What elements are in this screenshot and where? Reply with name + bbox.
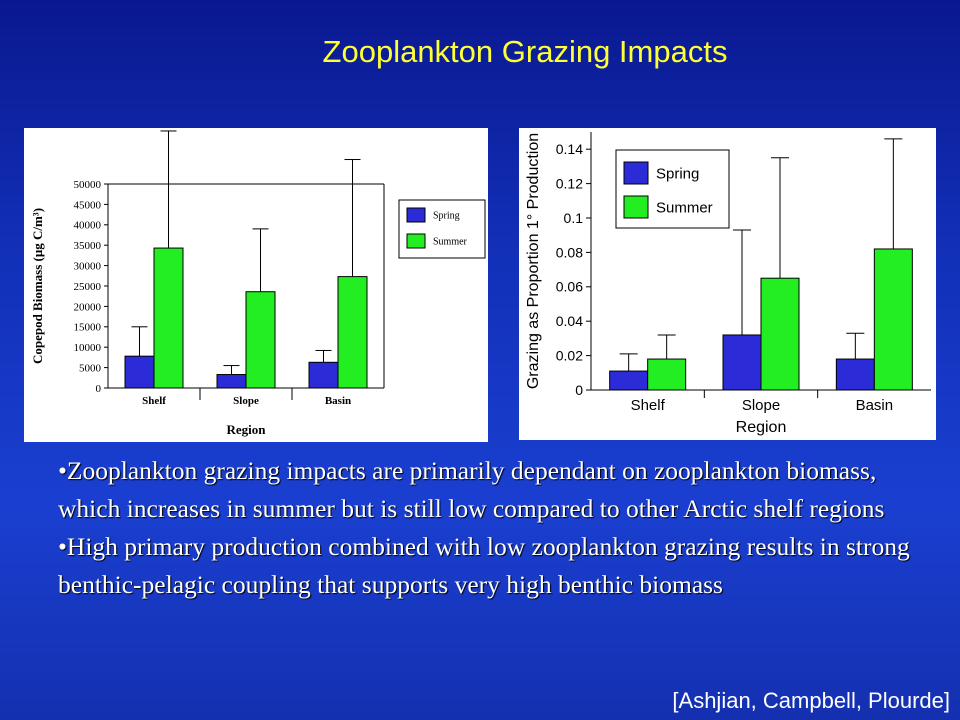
bar-spring [124,355,155,389]
bar-spring [835,358,875,391]
y-tick-label: 35000 [74,240,102,252]
bar-summer [760,277,800,391]
bar-summer [647,358,687,391]
bar-spring [609,370,649,391]
x-tick-label: Shelf [631,397,666,414]
y-axis-label: Copepod Biomass (μg C/m³) [30,208,45,364]
x-tick-label: Basin [325,395,351,407]
y-tick-label: 45000 [74,199,102,211]
y-tick-label: 0.08 [556,244,583,260]
y-tick-label: 0.02 [556,348,583,364]
y-tick-label: 30000 [74,260,102,272]
y-tick-label: 0 [575,382,583,398]
bar-summer [153,247,184,389]
citation: [Ashjian, Campbell, Plourde] [672,688,950,713]
bullet-list: •Zooplankton grazing impacts are primari… [58,452,928,604]
bar-summer [337,276,368,389]
y-tick-label: 0.1 [564,210,584,226]
x-tick-label: Slope [233,395,259,407]
y-axis-label: Grazing as Proportion 1° Production [525,133,542,389]
copepod-biomass-chart-svg: 0 5000 10000 15000 20000 25000 30000 35000 40000… [30,130,486,437]
x-tick-label: Shelf [142,395,166,407]
y-tick-label: 0.12 [556,176,583,192]
y-tick-label: 40000 [74,220,102,232]
y-tick-label: 20000 [74,301,102,313]
legend-swatch-spring [623,161,649,185]
y-tick-label: 0.06 [556,279,583,295]
y-tick-label: 0.04 [556,313,583,329]
bullet-item-2: •High primary production combined with l… [58,532,910,599]
legend-label-spring: Spring [433,211,460,222]
x-tick-label: Slope [742,397,780,414]
y-tick-label: 10000 [74,342,102,354]
y-tick-label: 15000 [74,322,102,334]
x-tick-label: Basin [856,397,894,414]
slide-title: Zooplankton Grazing Impacts [322,34,728,69]
legend-label-summer: Summer [433,237,468,248]
bar-spring [722,334,762,391]
bar-summer [873,248,913,391]
y-tick-label: 0.14 [556,141,583,157]
bar-summer [245,291,276,389]
bar-spring [308,361,339,389]
bullet-item-1: •Zooplankton grazing impacts are primari… [58,456,885,523]
legend-label-summer: Summer [656,200,713,217]
copepod-biomass-chart: 0 5000 10000 15000 20000 25000 30000 35000 40000… [24,128,488,442]
legend-label-spring: Spring [656,166,699,183]
y-tick-label: 5000 [79,362,102,374]
bar-spring [216,374,247,389]
grazing-proportion-chart: 0 0.02 0.04 0.06 0.08 0.1 0.12 0.14 Shelf Slope Ba… [519,128,936,440]
legend-swatch-summer [623,195,649,219]
x-axis-label: Region [227,422,267,437]
y-tick-label: 50000 [74,179,102,191]
legend-swatch-spring [406,207,426,223]
y-tick-label: 0 [96,383,102,395]
y-tick-label: 25000 [74,281,102,293]
grazing-proportion-chart-svg: 0 0.02 0.04 0.06 0.08 0.1 0.12 0.14 Shelf Slope Ba… [525,132,931,436]
legend-swatch-summer [406,233,426,249]
x-axis-label: Region [736,419,787,436]
